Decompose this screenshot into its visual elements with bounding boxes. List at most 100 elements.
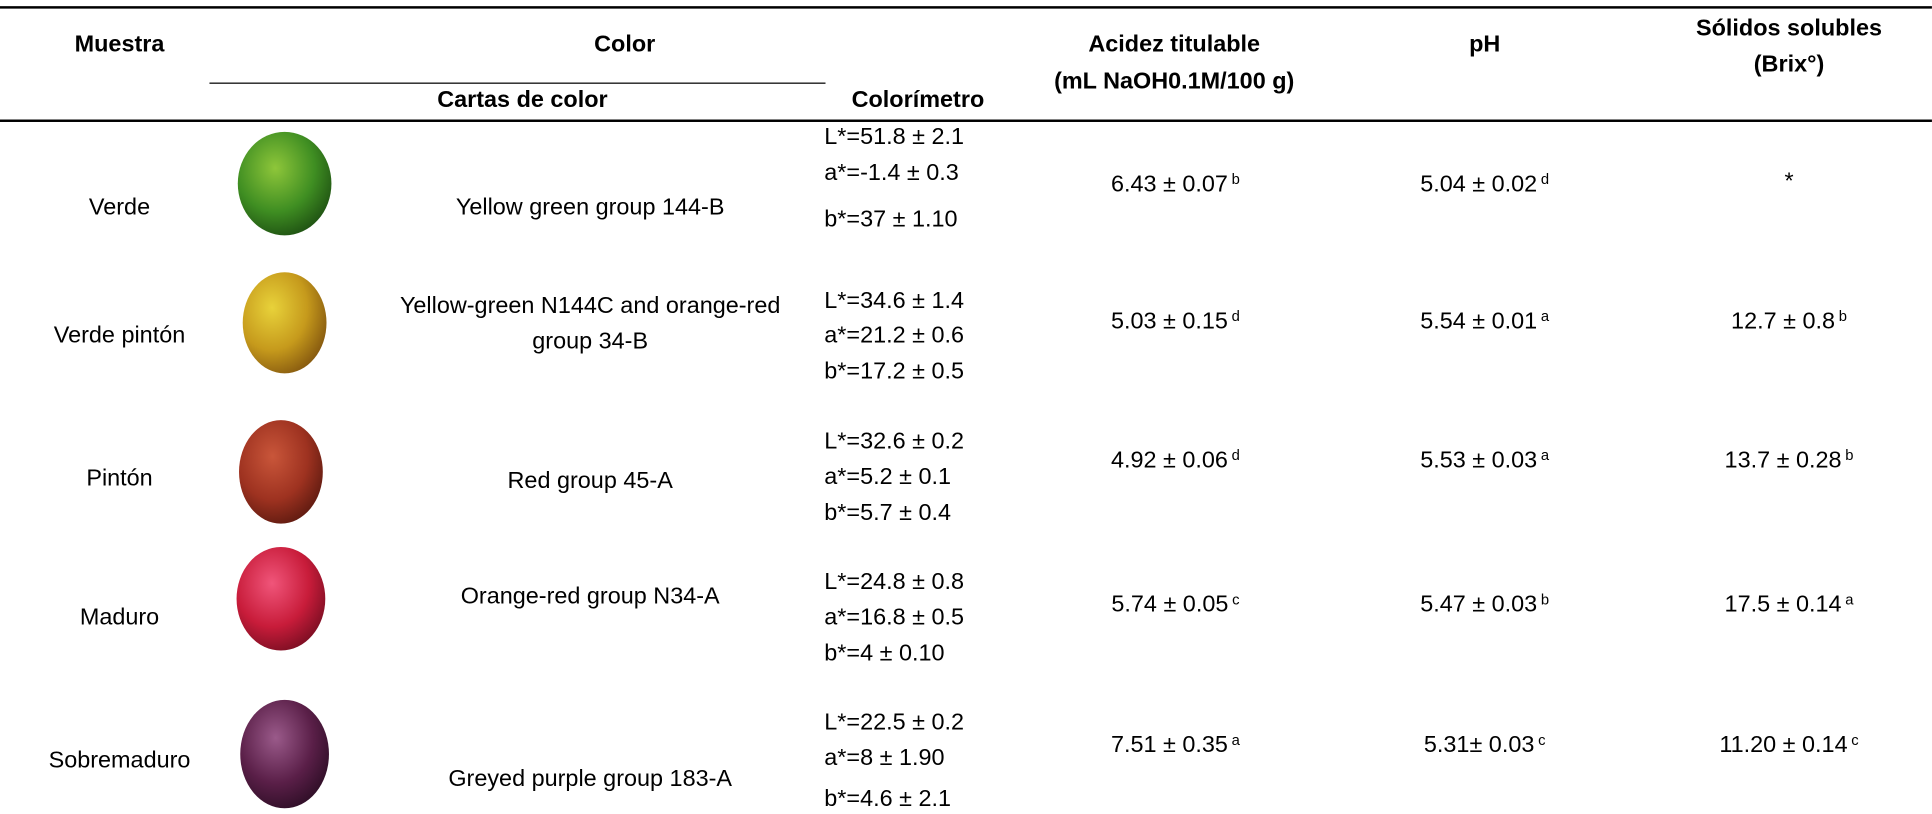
sample-name-text: Verde [89,195,150,221]
sample-name: Verde [89,195,150,222]
soluble-solids-text: 11.20 ± 0.14 [1719,732,1847,758]
header-text: Sólidos solubles [1696,16,1882,42]
significance-letter: d [1232,447,1240,464]
color-chart: Yellow green group 144-B [456,195,725,222]
colorimeter-value-text: a*=21.2 ± 0.6 [824,323,964,349]
header-text: pH [1469,32,1500,58]
header: Color [594,32,655,59]
colorimeter-value: b*=37 ± 1.10 [824,207,957,234]
sample-name: Verde pintón [54,323,185,350]
colorimeter-value: L*=51.8 ± 2.1 [824,124,964,151]
colorimeter-value: b*=4.6 ± 2.1 [824,786,951,813]
color-chart-text: Yellow green group 144-B [456,195,725,221]
colorimeter-value-text: b*=5.7 ± 0.4 [824,500,951,526]
fruit-images [0,0,1932,813]
significance-letter: b [1232,171,1240,188]
header-text: Cartas de color [437,87,607,113]
significance-letter: b [1839,307,1847,324]
ph-text: 5.54 ± 0.01 [1420,309,1537,335]
significance-letter: a [1541,307,1549,324]
colorimeter-value: a*=21.2 ± 0.6 [824,323,964,350]
colorimeter-value: b*=5.7 ± 0.4 [824,500,951,527]
colorimeter-value: b*=17.2 ± 0.5 [824,359,964,386]
colorimeter-value-text: a*=5.2 ± 0.1 [824,465,951,491]
acidity-text: 5.74 ± 0.05 [1111,592,1228,618]
sample-name-text: Pintón [86,466,152,492]
sample-name-text: Sobremaduro [49,748,191,774]
colorimeter-value-text: b*=17.2 ± 0.5 [824,359,964,385]
header: Sólidos solubles [1696,16,1882,43]
header-text: Muestra [75,32,165,58]
colorimeter-value: b*=4 ± 0.10 [824,641,944,668]
ph-text: 5.04 ± 0.02 [1420,172,1537,198]
soluble-solids-text: 17.5 ± 0.14 [1725,592,1842,618]
soluble-solids: 13.7 ± 0.28b [1725,442,1854,475]
colorimeter-value-text: L*=24.8 ± 0.8 [824,569,964,595]
color-chart-text: Greyed purple group 183-A [448,766,732,792]
sample-name-text: Verde pintón [54,323,185,349]
colorimeter-value-text: L*=51.8 ± 2.1 [824,124,964,150]
fruit [237,547,326,650]
header: Acidez titulable [1088,32,1260,59]
header-text: (Brix°) [1754,52,1824,78]
soluble-solids: 12.7 ± 0.8b [1731,302,1847,335]
colorimeter-value: a*=5.2 ± 0.1 [824,465,951,492]
colorimeter-value: a*=8 ± 1.90 [824,745,944,772]
colorimeter-value: a*=16.8 ± 0.5 [824,605,964,632]
soluble-solids: * [1784,169,1793,196]
acidity-text: 7.51 ± 0.35 [1111,732,1228,758]
header-text: Acidez titulable [1088,32,1260,58]
acidity-text: 5.03 ± 0.15 [1111,309,1228,335]
soluble-solids: 11.20 ± 0.14c [1719,726,1858,759]
header: pH [1469,32,1500,59]
soluble-solids-text: * [1784,169,1793,195]
color-chart-text: Red group 45-A [508,468,673,494]
acidity-text: 4.92 ± 0.06 [1111,448,1228,474]
significance-letter: d [1232,307,1240,324]
soluble-solids-text: 12.7 ± 0.8 [1731,309,1835,335]
color-chart: group 34-B [532,329,648,356]
header: Muestra [75,32,165,59]
color-chart-text: group 34-B [532,329,648,355]
acidity-text: 6.43 ± 0.07 [1111,172,1228,198]
significance-letter: b [1845,447,1853,464]
color-chart: Red group 45-A [508,468,673,495]
header: (mL NaOH0.1M/100 g) [1054,69,1294,96]
color-chart: Orange-red group N34-A [461,584,720,611]
sample-name-text: Maduro [80,605,159,631]
header: Colorímetro [852,87,985,114]
header: Cartas de color [437,87,607,114]
colorimeter-value: a*=-1.4 ± 0.3 [824,160,959,187]
ph-text: 5.31± 0.03 [1424,732,1534,758]
ph-text: 5.53 ± 0.03 [1420,448,1537,474]
colorimeter-value: L*=22.5 ± 0.2 [824,710,964,737]
fruit [239,420,323,523]
fruit [238,132,332,235]
colorimeter-value-text: L*=22.5 ± 0.2 [824,710,964,736]
colorimeter-value-text: L*=34.6 ± 1.4 [824,288,964,314]
soluble-solids-text: 13.7 ± 0.28 [1725,448,1842,474]
colorimeter-value-text: a*=-1.4 ± 0.3 [824,160,959,186]
colorimeter-value-text: b*=37 ± 1.10 [824,207,957,233]
significance-letter: c [1851,731,1858,748]
significance-letter: a [1541,447,1549,464]
significance-letter: d [1541,171,1549,188]
colorimeter-value-text: b*=4 ± 0.10 [824,641,944,667]
color-chart-text: Orange-red group N34-A [461,584,720,610]
table: Muestra Color Cartas de color Colorímetro Ac… [0,0,1932,813]
color-chart: Yellow-green N144C and orange-red [400,293,780,320]
significance-letter: a [1845,591,1853,608]
significance-letter: b [1541,591,1549,608]
colorimeter-value: L*=24.8 ± 0.8 [824,569,964,596]
sample-name: Sobremaduro [49,748,191,775]
